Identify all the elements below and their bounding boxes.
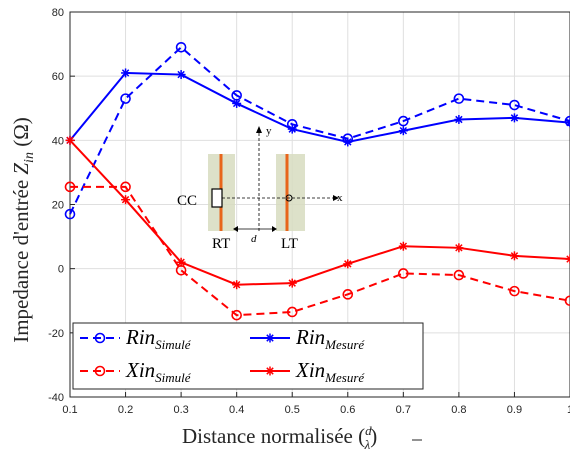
- inset-lt-label: LT: [281, 236, 298, 252]
- data-point: [120, 181, 131, 193]
- data-point: [343, 259, 353, 269]
- series-xin-simul-: [64, 181, 570, 321]
- legend-label: RinSimulé: [125, 325, 192, 352]
- series-line: [69, 71, 570, 143]
- series-line: [69, 45, 570, 215]
- data-point: [564, 115, 570, 127]
- x-tick-label: 0.7: [396, 404, 411, 416]
- series-line: [70, 185, 570, 317]
- series-line: [69, 139, 570, 286]
- x-tick-label: 1: [567, 404, 570, 416]
- inset-cc-label: CC: [177, 193, 197, 209]
- data-point: [565, 118, 570, 128]
- y-tick-label: 60: [52, 71, 64, 83]
- inset-lt-panel: [276, 154, 305, 231]
- data-point: [342, 289, 354, 300]
- legend-marker: [265, 366, 275, 376]
- inset-x-label: x: [337, 192, 343, 204]
- data-point: [454, 114, 464, 124]
- inset-y-label: y: [266, 125, 272, 137]
- x-tick-label: 0.4: [229, 404, 244, 416]
- data-point: [65, 135, 75, 145]
- data-point: [398, 241, 408, 251]
- data-point: [176, 257, 186, 267]
- data-point: [398, 126, 408, 136]
- legend-label: RinMesuré: [295, 325, 365, 352]
- legend-entry: XinSimulé: [80, 358, 192, 385]
- data-point: [453, 93, 465, 104]
- data-point: [509, 251, 519, 261]
- data-point: [454, 243, 464, 253]
- data-point: [232, 280, 242, 290]
- inset-schematic: CC RT LT d x y: [177, 125, 343, 252]
- data-point: [565, 254, 570, 264]
- data-point: [64, 208, 76, 220]
- data-point: [121, 68, 131, 78]
- y-axis-label: Impedance d'entrée Zin (Ω): [9, 117, 37, 343]
- data-point: [64, 181, 76, 193]
- data-point: [176, 70, 186, 80]
- x-axis-label: Distance normalisée (d λ): [182, 423, 377, 452]
- x-tick-label: 0.1: [62, 404, 77, 416]
- data-point: [287, 278, 297, 288]
- series-rin-mesur-: [65, 68, 570, 147]
- legend-marker: [94, 365, 106, 377]
- data-point: [564, 295, 570, 307]
- data-point: [509, 99, 520, 111]
- x-tick-label: 0.9: [507, 404, 522, 416]
- inset-d-arrowhead-left: [233, 226, 238, 232]
- data-point: [398, 115, 409, 127]
- inset-d-arrowhead-right: [272, 226, 277, 232]
- plot-frame: [69, 11, 570, 398]
- legend-box: [72, 322, 424, 390]
- y-tick-label: 0: [58, 264, 64, 276]
- inset-cc-box: [211, 188, 223, 208]
- x-tick-label: 0.2: [118, 404, 133, 416]
- data-point: [398, 268, 409, 279]
- data-point: [286, 306, 298, 318]
- data-point: [509, 285, 520, 297]
- x-tick-label: 0.6: [340, 404, 355, 416]
- legend-entry: XinMesuré: [250, 358, 365, 385]
- data-point: [232, 98, 242, 108]
- x-tick-label: 0.8: [451, 404, 466, 416]
- legend-label: XinSimulé: [125, 358, 192, 385]
- legend-entry: RinMesuré: [250, 325, 365, 352]
- data-point: [343, 137, 353, 147]
- legend-marker: [94, 332, 106, 344]
- tick-labels: 0.1 0.2 0.3 0.4 0.5 0.6 0.7 0.8 0.9 1 -40 -20 0 20 40 6…: [48, 7, 570, 416]
- data-point: [453, 269, 465, 281]
- inset-y-arrow: [256, 126, 262, 133]
- inset-rt-label: RT: [212, 236, 230, 252]
- inset-x-arrow: [333, 195, 339, 201]
- y-tick-label: -20: [48, 328, 64, 340]
- data-point: [287, 124, 297, 134]
- series-xin-mesur-: [65, 135, 570, 290]
- legend: RinSimulé RinMesuré XinSimulé XinMesuré: [72, 322, 424, 390]
- y-tick-label: 40: [52, 135, 64, 147]
- legend-entry: RinSimulé: [80, 325, 192, 352]
- data-point: [121, 195, 131, 205]
- legend-marker: [265, 333, 275, 343]
- data-point: [509, 113, 519, 123]
- data-point: [175, 41, 187, 53]
- legend-label: XinMesuré: [295, 358, 365, 385]
- data-point: [231, 309, 242, 321]
- inset-d-label: d: [251, 233, 257, 245]
- y-tick-label: -40: [48, 392, 64, 404]
- data-point: [120, 93, 131, 104]
- y-tick-label: 80: [52, 7, 64, 19]
- x-tick-label: 0.5: [285, 404, 300, 416]
- y-tick-label: 20: [52, 200, 64, 212]
- x-tick-label: 0.3: [173, 404, 188, 416]
- data-series: [64, 41, 570, 321]
